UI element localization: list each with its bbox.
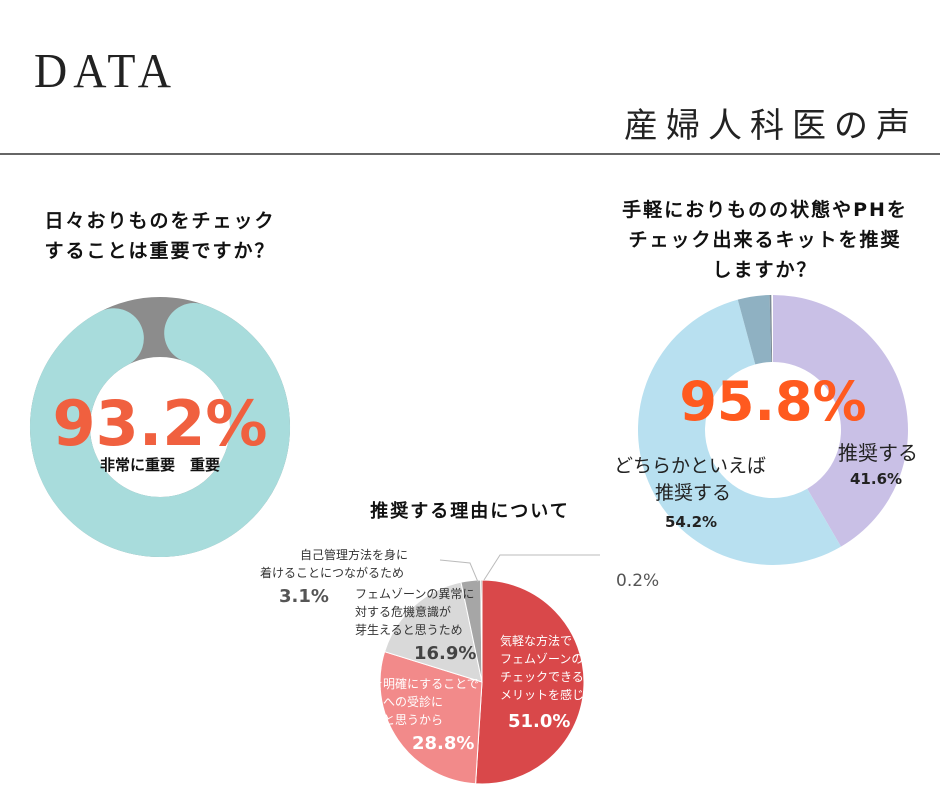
donut-recommend	[638, 295, 908, 566]
pie-slice-other	[480, 579, 483, 683]
reason1-value: 51.0%	[508, 711, 570, 732]
leader-line-3-1	[439, 559, 479, 583]
pie-slice-consult	[379, 651, 483, 785]
leader-line-0-2	[483, 554, 600, 581]
question-1-title: 日々おりものをチェック することは重要ですか？	[20, 206, 300, 266]
reason3-line: 芽生えると思うため	[355, 623, 463, 637]
pie-slice-awareness	[383, 581, 483, 683]
value-recommend: 41.6%	[850, 470, 902, 488]
reason4-line: 着けることにつながるため	[260, 565, 404, 580]
reason1-line: メリットを感じるため	[500, 687, 620, 702]
q1-line: 日々おりものをチェック	[44, 210, 276, 232]
label-rather-1: どちらかといえば	[614, 455, 766, 477]
reason1-label: 気軽な方法で フェムゾーンの状態を チェックできることに メリットを感じるため	[500, 633, 620, 702]
donut1-center-label: 非常に重要 重要	[100, 456, 220, 474]
donut1-slice-important	[30, 303, 290, 557]
q2-line: しますか？	[712, 259, 818, 281]
donut2-slice-recommend	[773, 295, 908, 547]
reason2-line: 繋がると思うから	[347, 712, 443, 727]
reason4-label: 自己管理方法を身に 着けることにつながるため	[260, 547, 408, 580]
reason3-label: フェムゾーンの異常に 対する危機意識が 芽生えると思うため	[355, 587, 474, 637]
reason3-value: 16.9%	[414, 643, 476, 664]
reason2-line: 異常を明確にすることで	[347, 676, 479, 691]
value-rather: 54.2%	[665, 513, 717, 531]
section-title: DATA	[34, 43, 177, 98]
label-rather-2: 推奨する	[655, 482, 731, 504]
donut2-slice-unknown	[769, 295, 773, 363]
question-3-title: 推奨する理由について	[370, 501, 570, 522]
donut2-slice-rather	[638, 299, 841, 566]
label-recommend: 推奨する	[838, 441, 918, 465]
reason1-line: 気軽な方法で	[500, 633, 572, 648]
reason2-value: 28.8%	[412, 733, 474, 754]
question-2-title: 手軽におりものの状態やPHを チェック出来るキットを推奨 しますか？	[600, 195, 930, 285]
q1-line: することは重要ですか？	[44, 240, 276, 262]
reason4-line: 自己管理方法を身に	[300, 547, 408, 562]
reason1-line: フェムゾーンの状態を	[500, 651, 619, 666]
value-other-0-2: 0.2%	[616, 571, 659, 591]
q2-line: 手軽におりものの状態やPHを	[622, 199, 908, 221]
reason3-line: 対する危機意識が	[355, 604, 451, 619]
donut2-center-value: 95.8%	[679, 370, 866, 433]
reason1-line: チェックできることに	[500, 670, 620, 684]
reason2-line: 婦人科への受診に	[347, 694, 443, 709]
reason2-label: 異常を明確にすることで 婦人科への受診に 繋がると思うから	[347, 676, 479, 727]
pie-slice-merit	[475, 579, 585, 785]
divider	[0, 153, 940, 155]
reason3-line: フェムゾーンの異常に	[355, 587, 474, 601]
donut1-center-value: 93.2%	[52, 387, 267, 460]
pie-reasons	[379, 579, 585, 785]
donut2-slice-other	[737, 295, 772, 365]
q2-line: チェック出来るキットを推奨	[628, 229, 902, 251]
reason4-value: 3.1%	[279, 586, 329, 607]
section-subtitle: 産婦人科医の声	[624, 108, 918, 145]
donut-importance	[30, 297, 290, 557]
